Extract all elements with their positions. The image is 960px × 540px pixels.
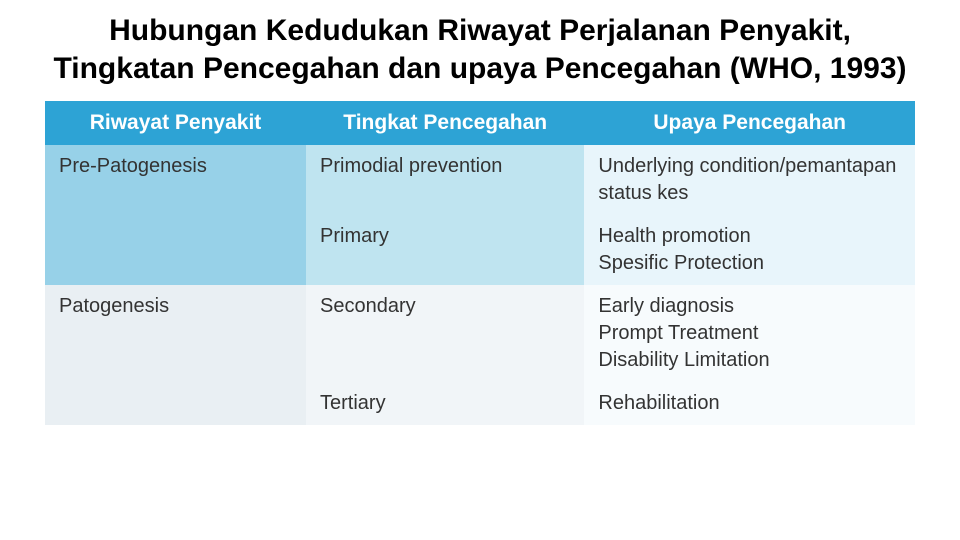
table-cell-text: Primary — [320, 225, 389, 247]
table-cell: Pre-Patogenesis — [45, 145, 306, 215]
table-cell-text: Primodial prevention — [320, 155, 502, 177]
table-cell-text: Underlying condition/pemantapan status k… — [598, 155, 896, 204]
table-cell-text: Rehabilitation — [598, 392, 719, 414]
table-cell: Secondary — [306, 285, 584, 382]
table-cell-text: Secondary — [320, 295, 416, 317]
prevention-table-container: Riwayat Penyakit Tingkat Pencegahan Upay… — [45, 101, 915, 425]
table-cell-text: Tertiary — [320, 392, 386, 414]
table-row: Patogenesis Secondary Early diagnosis Prom… — [45, 285, 915, 382]
table-cell-text: Health promotion Spesific Protection — [598, 225, 764, 274]
table-cell — [45, 382, 306, 425]
table-cell: Patogenesis — [45, 285, 306, 382]
table-cell: Underlying condition/pemantapan status k… — [584, 145, 915, 215]
table-header-row: Riwayat Penyakit Tingkat Pencegahan Upay… — [45, 101, 915, 145]
table-cell-text: Pre-Patogenesis — [59, 155, 207, 177]
table-row: Pre-Patogenesis Primodial prevention Under… — [45, 145, 915, 215]
table-cell: Primary — [306, 215, 584, 285]
table-row: Primary Health promotion Spesific Protect… — [45, 215, 915, 285]
table-cell — [45, 215, 306, 285]
slide-title: Hubungan Kedudukan Riwayat Perjalanan Pe… — [0, 12, 960, 101]
prevention-table: Riwayat Penyakit Tingkat Pencegahan Upay… — [45, 101, 915, 425]
table-cell: Rehabilitation — [584, 382, 915, 425]
table-body: Pre-Patogenesis Primodial prevention Under… — [45, 145, 915, 425]
table-cell: Tertiary — [306, 382, 584, 425]
table-cell-text: Early diagnosis Prompt Treatment Disabil… — [598, 295, 769, 371]
table-row: Tertiary Rehabilitation — [45, 382, 915, 425]
table-cell-text: Patogenesis — [59, 295, 169, 317]
table-cell: Early diagnosis Prompt Treatment Disabil… — [584, 285, 915, 382]
table-header-cell: Upaya Pencegahan — [584, 101, 915, 145]
table-header-cell: Tingkat Pencegahan — [306, 101, 584, 145]
table-header-cell: Riwayat Penyakit — [45, 101, 306, 145]
table-cell: Primodial prevention — [306, 145, 584, 215]
table-cell: Health promotion Spesific Protection — [584, 215, 915, 285]
